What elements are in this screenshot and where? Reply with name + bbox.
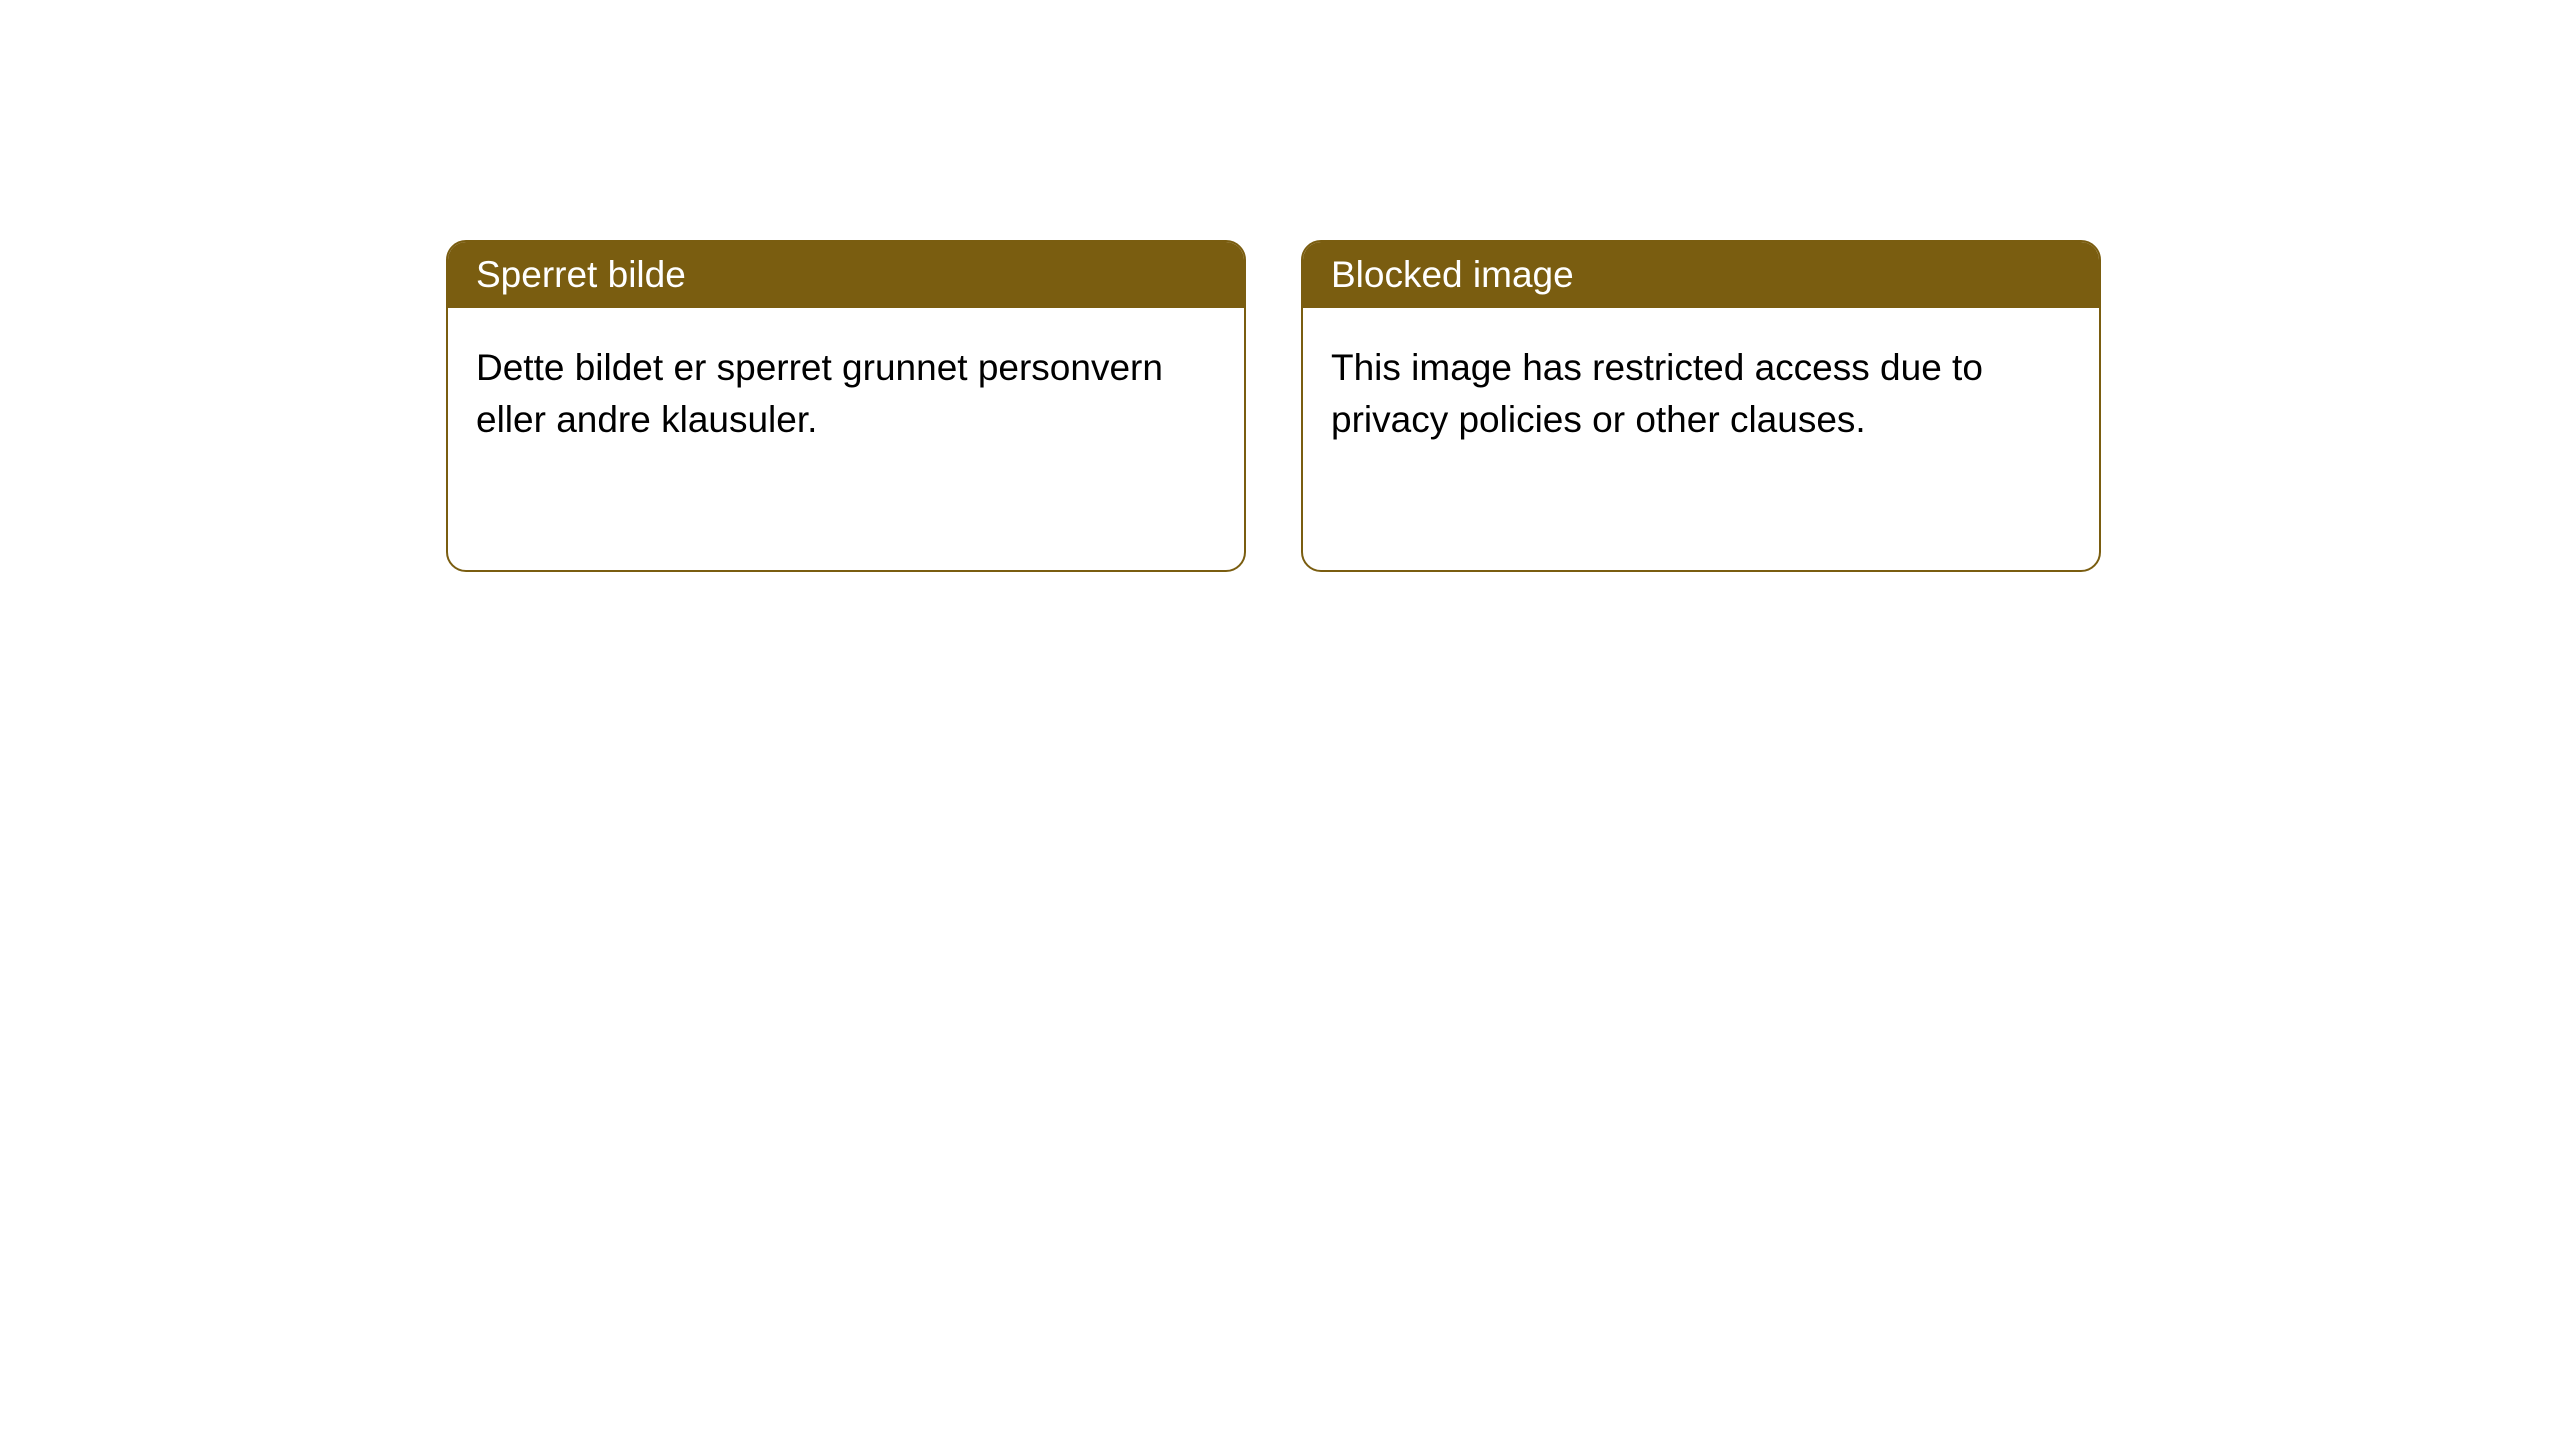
card-header: Sperret bilde [448,242,1244,308]
card-body-text: This image has restricted access due to … [1331,347,1983,440]
card-title: Sperret bilde [476,254,686,295]
card-body: Dette bildet er sperret grunnet personve… [448,308,1244,480]
card-header: Blocked image [1303,242,2099,308]
card-title: Blocked image [1331,254,1574,295]
card-body-text: Dette bildet er sperret grunnet personve… [476,347,1163,440]
notice-card-english: Blocked image This image has restricted … [1301,240,2101,572]
notice-card-norwegian: Sperret bilde Dette bildet er sperret gr… [446,240,1246,572]
card-body: This image has restricted access due to … [1303,308,2099,480]
notice-container: Sperret bilde Dette bildet er sperret gr… [446,240,2101,572]
